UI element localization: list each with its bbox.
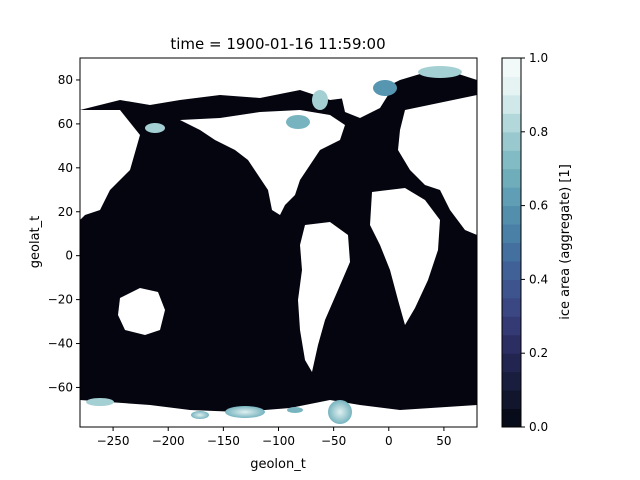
colorbar-level — [502, 260, 521, 280]
colorbar-level — [502, 334, 521, 354]
ice-patch-baffin — [312, 90, 328, 110]
colorbar-tick-label: 0.6 — [529, 199, 548, 213]
colorbar-level — [502, 408, 521, 428]
colorbar-tick-label: 0.2 — [529, 346, 548, 360]
colorbar-level — [502, 316, 521, 336]
chart-title: time = 1900-01-16 11:59:00 — [170, 35, 385, 53]
x-axis-label: geolon_t — [250, 457, 306, 472]
colorbar-level — [502, 242, 521, 262]
y-axis-ticks: −60 −40 −20 0 20 40 60 80 — [48, 73, 80, 394]
x-axis-ticks: −250 −200 −150 −100 −50 0 50 — [97, 427, 452, 448]
colorbar-level — [502, 390, 521, 410]
north-america-land — [180, 110, 345, 215]
asia-land-left — [80, 110, 140, 220]
africa-land — [370, 188, 440, 325]
y-tick-label: −60 — [48, 380, 73, 394]
colorbar-tick-label: 1.0 — [529, 51, 548, 65]
colorbar-level — [502, 94, 521, 114]
colorbar-level — [502, 168, 521, 188]
y-tick-label: 40 — [58, 161, 73, 175]
y-tick-label: −20 — [48, 293, 73, 307]
x-tick-label: 0 — [385, 434, 393, 448]
colorbar-label: ice area (aggregate) [1] — [558, 164, 573, 320]
colorbar-level — [502, 371, 521, 391]
y-tick-label: 20 — [58, 205, 73, 219]
y-tick-label: 80 — [58, 73, 73, 87]
colorbar-frame — [501, 57, 522, 428]
colorbar-tick-label: 0.4 — [529, 272, 548, 286]
y-tick-label: −40 — [48, 337, 73, 351]
y-axis-label: geolat_t — [28, 216, 43, 268]
y-tick-label: 0 — [65, 249, 73, 263]
colorbar-level — [502, 76, 521, 96]
antarctica-land — [80, 400, 477, 427]
x-tick-label: −250 — [97, 434, 130, 448]
australia-land — [118, 288, 165, 335]
ice-patch-antarctic-1 — [86, 398, 114, 406]
ice-patch-hudson — [286, 115, 310, 129]
south-america-land — [298, 222, 350, 372]
colorbar-level — [502, 205, 521, 225]
colorbar-level — [502, 58, 521, 77]
arctic-land — [80, 58, 477, 110]
colorbar-level — [502, 297, 521, 317]
ice-patch-antarctic-2 — [191, 411, 209, 419]
land-mask — [80, 58, 477, 427]
ice-patch-arctic-ne — [418, 66, 462, 78]
colorbar-tick-label: 0.8 — [529, 125, 548, 139]
colorbar-tick-label: 0.0 — [529, 420, 548, 434]
x-tick-label: −200 — [152, 434, 185, 448]
x-tick-label: −150 — [207, 434, 240, 448]
colorbar-level — [502, 224, 521, 243]
ice-patch-antarctic-4 — [287, 407, 303, 413]
colorbar-level — [502, 131, 521, 151]
colorbar-level — [502, 353, 521, 373]
eurasia-land — [398, 95, 477, 235]
ice-patch-arctic-n — [373, 80, 397, 96]
colorbar — [502, 58, 521, 428]
y-tick-label: 60 — [58, 117, 73, 131]
colorbar-level — [502, 187, 521, 207]
sea-ice-patches — [86, 66, 462, 424]
colorbar-ticks: 0.0 0.2 0.4 0.6 0.8 1.0 — [521, 51, 548, 434]
colorbar-level — [502, 113, 521, 133]
x-tick-label: −100 — [262, 434, 295, 448]
x-tick-label: 50 — [436, 434, 451, 448]
colorbar-level — [502, 279, 521, 299]
ice-patch-weddell — [328, 400, 352, 424]
ice-patch-bering — [145, 123, 165, 133]
x-tick-label: −50 — [321, 434, 346, 448]
map-plot-area — [80, 58, 477, 427]
colorbar-level — [502, 150, 521, 170]
ice-patch-antarctic-3 — [225, 406, 265, 418]
